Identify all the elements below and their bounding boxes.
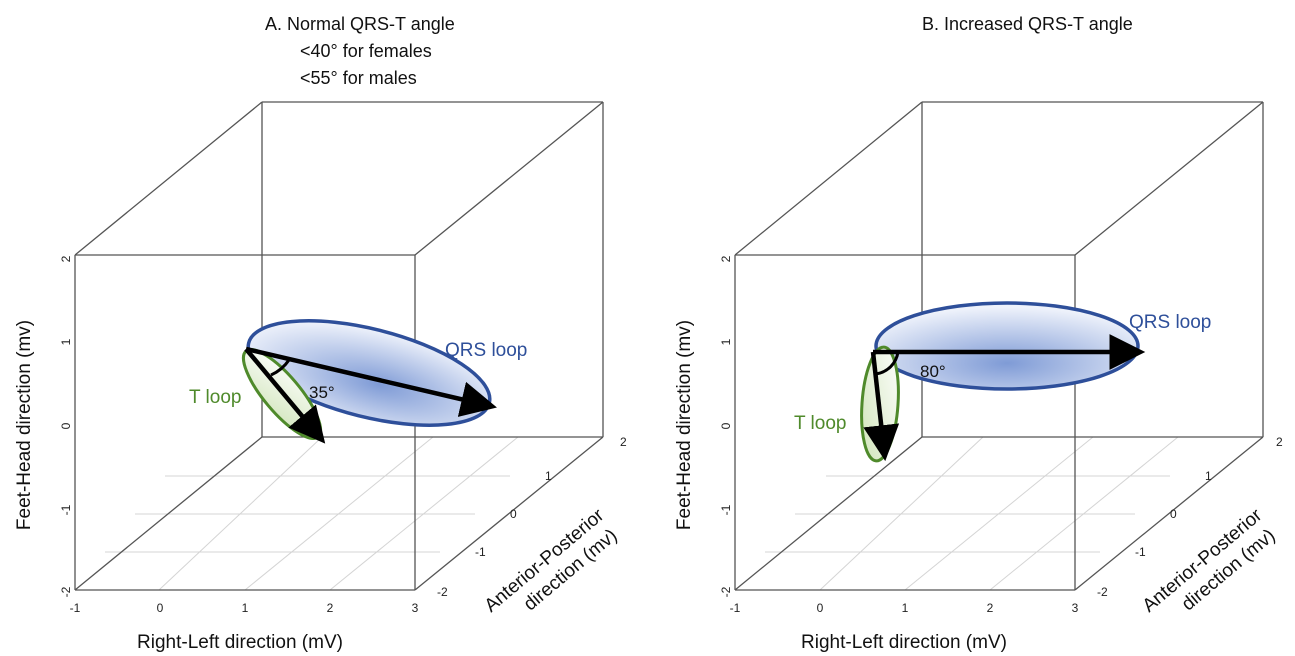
- panel-a-title-line-3: <55° for males: [300, 68, 417, 88]
- panel-b-x-tick: -1: [730, 601, 741, 615]
- panel-a-x-tick: 2: [327, 601, 334, 615]
- panel-a-box: [74, 101, 604, 591]
- panel-a-x-tick: 3: [412, 601, 419, 615]
- panel-b-y-tick: 2: [1276, 435, 1283, 449]
- panel-a-y-tick: -2: [437, 585, 448, 599]
- panel-a-x-axis-label: Right-Left direction (mV): [137, 632, 343, 653]
- panel-a-z-tick: 0: [59, 422, 73, 429]
- panel-a-z-axis-label: Feet-Head direction (mv): [14, 320, 35, 530]
- panel-a-t-vector-arrow: [244, 347, 326, 444]
- panel-b: B. Increased QRS-T angle 2 1: [674, 14, 1283, 653]
- panel-a-z-tick: -1: [59, 504, 73, 515]
- panel-b-floor-grid: [765, 436, 1179, 591]
- panel-a-z-tick: 2: [59, 255, 73, 262]
- panel-a-title-line-2: <40° for females: [300, 41, 432, 61]
- panel-a-x-tick: -1: [70, 601, 81, 615]
- panel-b-z-tick: 2: [719, 255, 733, 262]
- panel-b-angle-label: 80°: [920, 362, 946, 381]
- panel-b-t-vector-arrow: [863, 351, 900, 462]
- panel-a: A. Normal QRS-T angle <40° for females <…: [14, 14, 627, 653]
- panel-b-y-axis-label: Anterior-Posterior direction (mv): [1139, 504, 1280, 616]
- panel-b-x-tick: 3: [1072, 601, 1079, 615]
- panel-b-z-tick: -2: [719, 586, 733, 597]
- panel-b-qrs-loop-label: QRS loop: [1129, 312, 1211, 333]
- panel-b-y-tick: 1: [1205, 469, 1212, 483]
- panel-a-z-tick: -2: [59, 586, 73, 597]
- panel-b-x-tick: 1: [902, 601, 909, 615]
- panel-b-title: B. Increased QRS-T angle: [922, 14, 1133, 34]
- panel-b-angle-arc: [875, 351, 900, 376]
- panel-b-t-loop-label: T loop: [794, 413, 846, 434]
- panel-a-z-tick: 1: [59, 338, 73, 345]
- panel-b-y-tick: -2: [1097, 585, 1108, 599]
- panel-a-y-tick: 1: [545, 469, 552, 483]
- panel-b-x-tick: 0: [817, 601, 824, 615]
- panel-a-x-tick: 0: [157, 601, 164, 615]
- panel-b-z-tick: -1: [719, 504, 733, 515]
- panel-a-floor-grid: [105, 436, 519, 591]
- panel-a-y-axis-label: Anterior-Posterior direction (mv): [481, 504, 622, 616]
- panel-a-qrs-loop-label: QRS loop: [445, 340, 527, 361]
- panel-b-z-tick: 0: [719, 422, 733, 429]
- panel-a-t-loop-label: T loop: [189, 387, 241, 408]
- panel-a-angle-label: 35°: [309, 383, 335, 402]
- panel-b-x-tick: 2: [987, 601, 994, 615]
- panel-a-y-tick: -1: [475, 545, 486, 559]
- panel-a-x-tick: 1: [242, 601, 249, 615]
- panel-b-z-tick: 1: [719, 338, 733, 345]
- panel-b-y-tick: 0: [1170, 507, 1177, 521]
- panel-a-title-line-1: A. Normal QRS-T angle: [265, 14, 455, 34]
- panel-b-qrs-loop: [874, 301, 1140, 391]
- panel-a-y-tick: 0: [510, 507, 517, 521]
- panel-b-z-axis-label: Feet-Head direction (mv): [674, 320, 695, 530]
- panel-b-y-tick: -1: [1135, 545, 1146, 559]
- panel-a-y-tick: 2: [620, 435, 627, 449]
- panel-a-qrs-vector-arrow: [245, 346, 497, 417]
- panel-b-x-axis-label: Right-Left direction (mV): [801, 632, 1007, 653]
